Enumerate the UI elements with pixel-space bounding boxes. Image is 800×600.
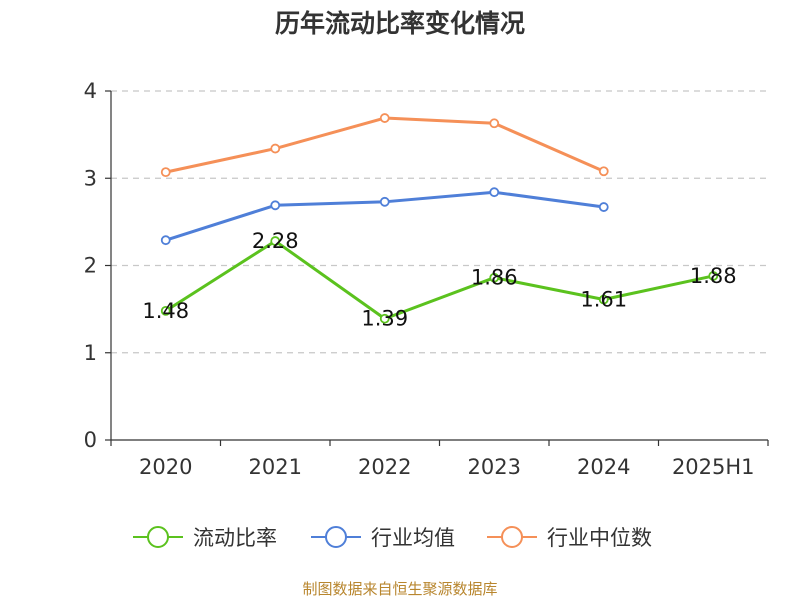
- y-tick-label: 2: [84, 254, 97, 278]
- legend-label[interactable]: 行业均值: [371, 526, 455, 550]
- data-label: 1.86: [471, 266, 518, 290]
- data-label: 1.39: [361, 307, 408, 331]
- data-point[interactable]: [708, 271, 719, 281]
- data-label: 1.48: [142, 299, 189, 323]
- data-point[interactable]: [160, 235, 171, 246]
- data-label: 1.61: [580, 288, 627, 312]
- legend-marker[interactable]: [501, 526, 523, 548]
- y-tick-label: 4: [84, 79, 97, 103]
- data-point[interactable]: [379, 196, 390, 207]
- legend-label[interactable]: 行业中位数: [547, 526, 652, 550]
- y-tick-label: 1: [84, 341, 97, 365]
- data-point[interactable]: [270, 143, 281, 154]
- data-point[interactable]: [598, 202, 609, 212]
- data-point[interactable]: [489, 272, 500, 283]
- series-line: [165, 116, 605, 174]
- x-tick-label: 2022: [358, 455, 411, 479]
- y-tick-label: 0: [84, 428, 97, 452]
- legend-label[interactable]: 流动比率: [193, 526, 277, 550]
- data-point[interactable]: [160, 305, 171, 316]
- data-point[interactable]: [160, 167, 171, 178]
- data-point[interactable]: [270, 200, 281, 211]
- x-tick-label: 2020: [139, 455, 192, 479]
- legend-marker[interactable]: [147, 526, 169, 548]
- x-tick-label: 2025H1: [672, 455, 755, 479]
- series-line: [164, 239, 714, 321]
- data-point[interactable]: [379, 313, 390, 324]
- data-point[interactable]: [379, 113, 390, 123]
- data-label: 2.28: [252, 229, 299, 253]
- x-tick-label: 2023: [468, 455, 521, 479]
- data-label: 1.88: [690, 264, 737, 288]
- data-point[interactable]: [270, 236, 281, 246]
- chart-title: 历年流动比率变化情况: [274, 9, 525, 38]
- x-tick-label: 2021: [249, 455, 302, 479]
- data-point[interactable]: [598, 166, 609, 177]
- source-note: 制图数据来自恒生聚源数据库: [302, 580, 498, 598]
- y-tick-label: 3: [84, 166, 97, 190]
- data-point[interactable]: [489, 187, 500, 198]
- data-point[interactable]: [598, 294, 609, 305]
- data-point[interactable]: [489, 118, 500, 129]
- x-tick-label: 2024: [577, 455, 630, 479]
- legend-marker[interactable]: [325, 526, 347, 548]
